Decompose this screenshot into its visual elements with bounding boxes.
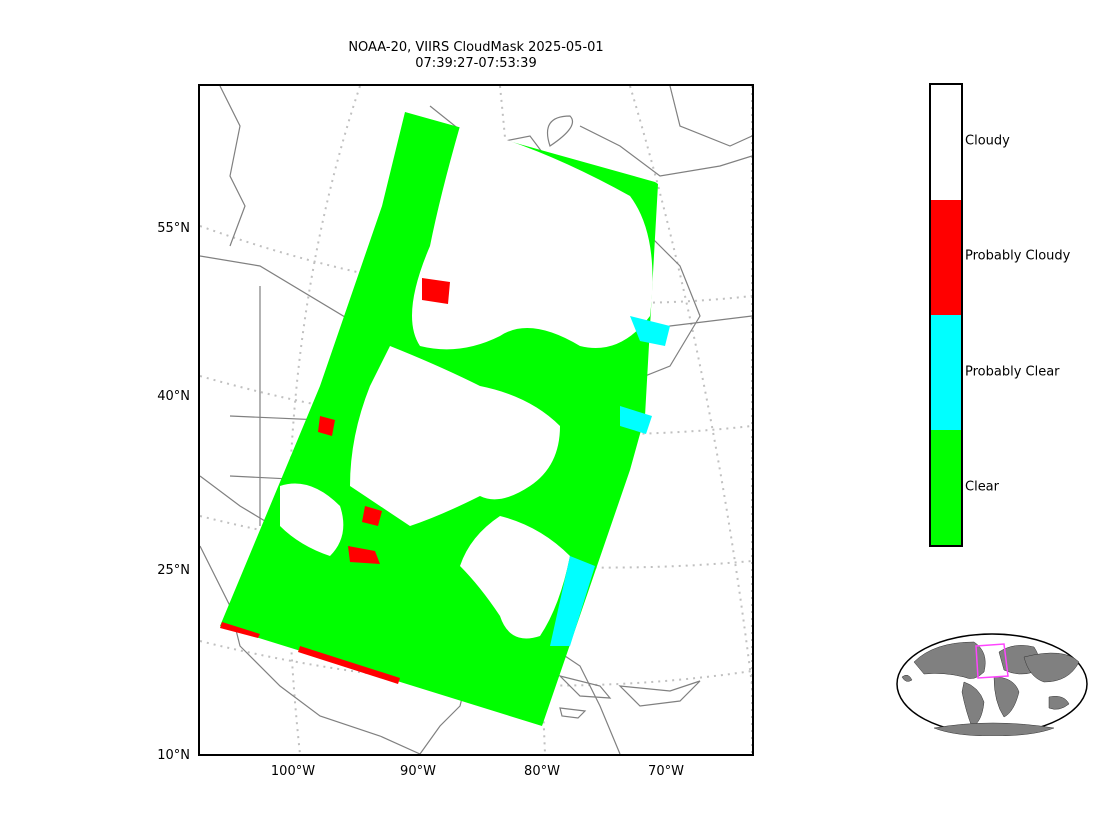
colorbar-label-clear: Clear <box>965 479 999 495</box>
map-canvas <box>200 86 752 754</box>
inset-swath-box <box>975 643 1009 679</box>
swath-cloudy-west <box>280 483 344 556</box>
colorbar-probably-clear <box>931 315 961 430</box>
lon-label-80w: 80°W <box>524 764 560 779</box>
swath-probably-cloudy-2 <box>348 546 380 564</box>
colorbar-cloudy <box>931 85 961 200</box>
swath-probably-cloudy-5 <box>220 622 260 638</box>
swath-probably-cloudy-4 <box>318 416 335 436</box>
inset-continents <box>901 641 1080 737</box>
lat-label-55n: 55°N <box>157 221 190 236</box>
swath-probably-cloudy-1 <box>422 278 450 304</box>
swath-probably-cloudy-6 <box>298 646 400 684</box>
swath-probably-cloudy-3 <box>362 506 382 526</box>
swath-cloudy-lakes <box>350 346 560 526</box>
colorbar-label-probably-clear: Probably Clear <box>965 364 1060 380</box>
map-title: NOAA-20, VIIRS CloudMask 2025-05-01 07:3… <box>198 40 754 72</box>
lon-label-70w: 70°W <box>648 764 684 779</box>
swath-cloudy-south <box>460 516 570 639</box>
swath-probably-clear-2 <box>620 406 652 434</box>
colorbar-probably-cloudy <box>931 200 961 315</box>
cloudmask-swath <box>220 112 670 726</box>
swath-cloudy-north <box>412 126 653 350</box>
lon-label-90w: 90°W <box>400 764 436 779</box>
swath-probably-clear-3 <box>550 556 595 646</box>
lat-label-10n: 10°N <box>157 748 190 763</box>
inset-globe-outline <box>896 633 1088 735</box>
lon-label-100w: 100°W <box>270 764 316 779</box>
title-line-1: NOAA-20, VIIRS CloudMask 2025-05-01 <box>348 40 604 55</box>
colorbar <box>929 83 963 547</box>
colorbar-label-cloudy: Cloudy <box>965 133 1010 149</box>
colorbar-label-probably-cloudy: Probably Cloudy <box>965 248 1071 264</box>
swath-probably-clear-1 <box>630 316 670 346</box>
colorbar-clear <box>931 430 961 545</box>
title-line-2: 07:39:27-07:53:39 <box>415 56 537 71</box>
main-map <box>198 84 754 756</box>
lat-label-25n: 25°N <box>157 563 190 578</box>
lat-label-40n: 40°N <box>157 389 190 404</box>
inset-world-map <box>894 632 1090 737</box>
